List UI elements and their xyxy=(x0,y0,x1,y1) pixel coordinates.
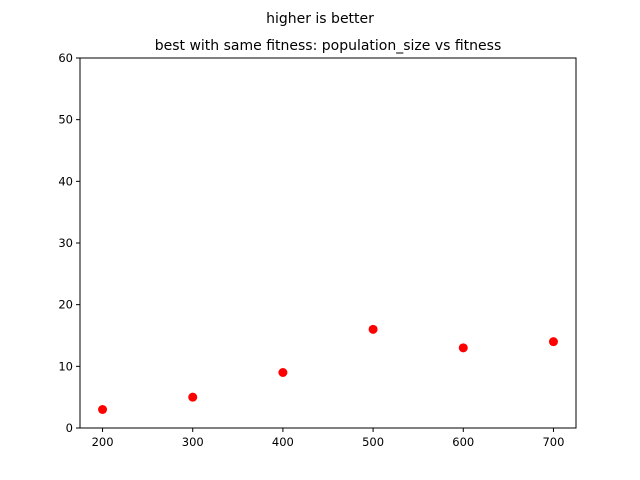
data-point xyxy=(188,392,198,402)
x-tick-label: 600 xyxy=(452,435,474,449)
x-tick-label: 700 xyxy=(542,435,564,449)
data-point xyxy=(368,324,378,334)
y-axis: 0 10 20 30 40 50 60 xyxy=(58,51,80,435)
data-point xyxy=(548,337,558,347)
data-points xyxy=(98,324,558,414)
y-tick-label: 40 xyxy=(58,174,73,188)
y-tick-label: 0 xyxy=(66,421,73,435)
y-tick-label: 10 xyxy=(58,359,73,373)
y-tick-label: 50 xyxy=(58,113,73,127)
y-tick-label: 20 xyxy=(58,298,73,312)
plot-frame xyxy=(79,57,577,429)
y-tick-label: 60 xyxy=(58,51,73,65)
x-tick-label: 200 xyxy=(92,435,114,449)
y-tick-label: 30 xyxy=(58,236,73,250)
x-tick-label: 300 xyxy=(182,435,204,449)
data-point xyxy=(278,368,288,377)
data-point xyxy=(98,405,108,414)
chart-suptitle: higher is better xyxy=(266,11,374,27)
chart-title: best with same fitness: population_size … xyxy=(155,38,502,54)
x-axis: 200 300 400 500 600 700 xyxy=(92,428,564,449)
x-tick-label: 500 xyxy=(362,435,384,449)
data-point xyxy=(458,343,468,353)
x-tick-label: 400 xyxy=(272,435,294,449)
